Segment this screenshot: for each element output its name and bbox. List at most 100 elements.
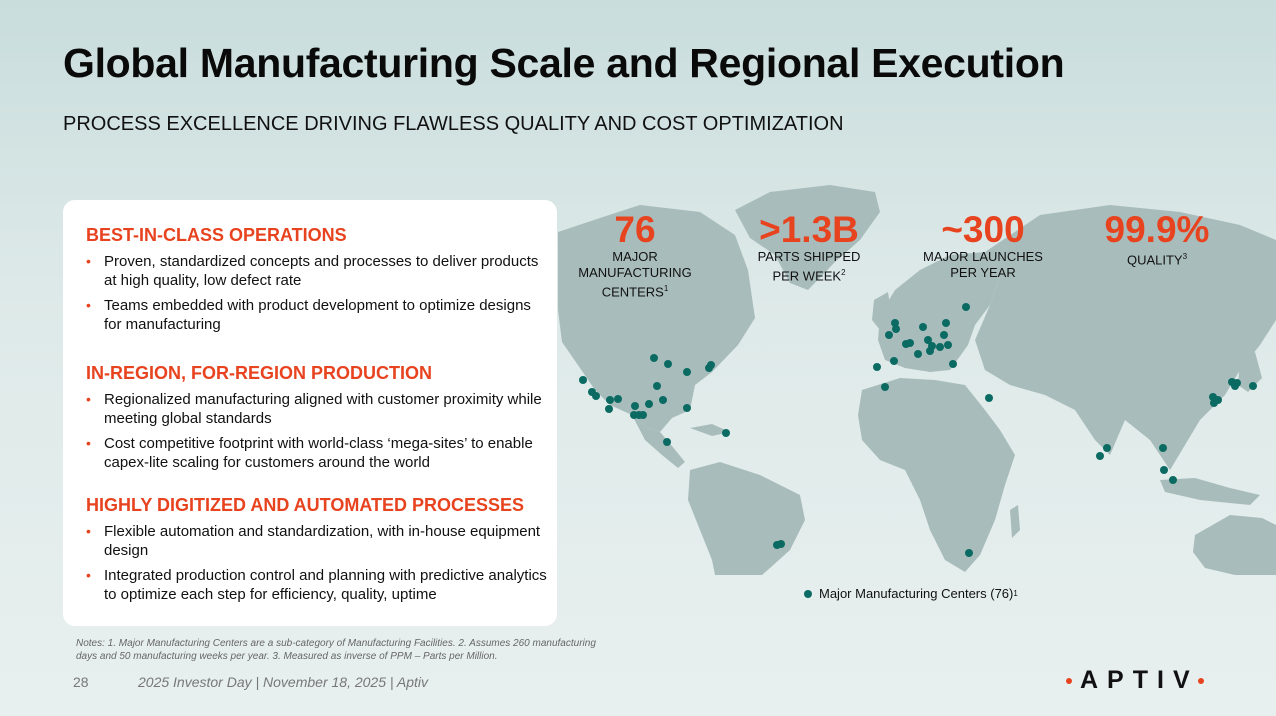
- bullet-item: Proven, standardized concepts and proces…: [86, 252, 548, 290]
- map-marker: [606, 396, 614, 404]
- bullet-item: Cost competitive footprint with world-cl…: [86, 434, 548, 472]
- map-marker: [1103, 444, 1111, 452]
- stat-manufacturing-centers: 76 MAJOR MANUFACTURING CENTERS1: [564, 211, 706, 300]
- logo-dot-icon: [1197, 677, 1204, 684]
- map-marker: [639, 411, 647, 419]
- map-marker: [962, 303, 970, 311]
- map-south-america: [688, 462, 805, 575]
- stat-value: 99.9%: [1104, 209, 1210, 250]
- footnote-marker: 2: [841, 268, 846, 277]
- map-marker: [592, 392, 600, 400]
- map-marker: [985, 394, 993, 402]
- stat-label: PARTS SHIPPED PER WEEK2: [757, 249, 861, 284]
- map-north-america: [558, 205, 755, 432]
- section-heading: IN-REGION, FOR-REGION PRODUCTION: [86, 363, 432, 383]
- map-marker: [605, 405, 613, 413]
- stat-value: >1.3B: [759, 209, 859, 250]
- bullet-item: Regionalized manufacturing aligned with …: [86, 390, 548, 428]
- map-marker: [659, 396, 667, 404]
- map-marker: [663, 438, 671, 446]
- bullet-item: Flexible automation and standardization,…: [86, 522, 548, 560]
- map-marker: [707, 361, 715, 369]
- map-japan: [1238, 352, 1262, 392]
- aptiv-logo: APTIV: [1066, 666, 1204, 695]
- map-australia: [1193, 515, 1276, 575]
- bullet-item: Integrated production control and planni…: [86, 566, 548, 604]
- stat-label: MAJOR MANUFACTURING CENTERS1: [578, 249, 692, 300]
- stat-major-launches: ~300 MAJOR LAUNCHES PER YEAR: [903, 211, 1063, 281]
- map-marker: [1096, 452, 1104, 460]
- map-marker: [914, 350, 922, 358]
- map-marker: [885, 331, 893, 339]
- map-central-america: [632, 415, 685, 468]
- footnote-marker: 1: [663, 284, 669, 293]
- map-marker: [924, 336, 932, 344]
- world-map: [558, 185, 1276, 575]
- page-number: 28: [73, 674, 89, 690]
- map-marker: [919, 323, 927, 331]
- map-marker: [579, 376, 587, 384]
- map-marker: [873, 363, 881, 371]
- map-marker: [683, 404, 691, 412]
- bullet-list: Proven, standardized concepts and proces…: [86, 252, 548, 334]
- section-heading: HIGHLY DIGITIZED AND AUTOMATED PROCESSES: [86, 495, 525, 515]
- map-marker: [683, 368, 691, 376]
- bullet-item: Teams embedded with product development …: [86, 296, 548, 334]
- map-caribbean: [690, 424, 730, 436]
- stat-value: ~300: [941, 209, 1025, 250]
- map-marker: [1249, 382, 1257, 390]
- map-marker: [965, 549, 973, 557]
- map-indonesia: [1160, 478, 1260, 505]
- map-africa: [858, 378, 1015, 572]
- stat-label: MAJOR LAUNCHES PER YEAR: [923, 249, 1043, 280]
- map-legend: Major Manufacturing Centers (76) 1: [804, 586, 1018, 601]
- section-heading: BEST-IN-CLASS OPERATIONS: [86, 225, 347, 245]
- stat-value: 76: [614, 209, 656, 250]
- map-uk: [872, 292, 892, 330]
- bullet-list: Regionalized manufacturing aligned with …: [86, 390, 548, 472]
- map-madagascar: [1010, 505, 1020, 538]
- map-marker: [926, 347, 934, 355]
- section-digitized: HIGHLY DIGITIZED AND AUTOMATED PROCESSES…: [86, 495, 548, 610]
- logo-dot-icon: [1066, 677, 1072, 684]
- footnote-marker: 3: [1182, 252, 1188, 261]
- bullet-list: Flexible automation and standardization,…: [86, 522, 548, 604]
- map-marker: [1210, 399, 1218, 407]
- legend-marker-icon: [804, 589, 812, 598]
- stat-quality: 99.9% QUALITY3: [1086, 211, 1228, 268]
- map-marker: [777, 540, 785, 548]
- page-subtitle: PROCESS EXCELLENCE DRIVING FLAWLESS QUAL…: [63, 113, 844, 135]
- map-marker: [892, 325, 900, 333]
- map-marker: [650, 354, 658, 362]
- map-marker: [936, 343, 944, 351]
- map-marker: [1169, 476, 1177, 484]
- map-marker: [891, 319, 899, 327]
- section-best-in-class: BEST-IN-CLASS OPERATIONS Proven, standar…: [86, 225, 548, 340]
- map-marker: [664, 360, 672, 368]
- stat-label: QUALITY3: [1126, 252, 1188, 268]
- map-marker: [944, 341, 952, 349]
- stat-parts-shipped: >1.3B PARTS SHIPPED PER WEEK2: [738, 211, 880, 284]
- map-marker: [1231, 382, 1239, 390]
- map-marker: [614, 395, 622, 403]
- footnote-marker: 1: [1013, 589, 1018, 598]
- footnotes: Notes: 1. Major Manufacturing Centers ar…: [76, 638, 596, 662]
- map-marker: [940, 331, 948, 339]
- map-marker: [890, 357, 898, 365]
- map-marker: [881, 383, 889, 391]
- map-asia: [975, 205, 1276, 470]
- section-in-region: IN-REGION, FOR-REGION PRODUCTION Regiona…: [86, 363, 548, 478]
- map-marker: [949, 360, 957, 368]
- map-greenland: [735, 185, 880, 290]
- footer-text: 2025 Investor Day | November 18, 2025 | …: [138, 674, 429, 690]
- map-marker: [645, 400, 653, 408]
- map-land: [558, 185, 1276, 575]
- map-marker: [631, 402, 639, 410]
- page-title: Global Manufacturing Scale and Regional …: [63, 40, 1065, 86]
- map-marker: [906, 339, 914, 347]
- map-marker: [1160, 466, 1168, 474]
- map-marker: [1159, 444, 1167, 452]
- map-marker: [653, 382, 661, 390]
- logo-text: APTIV: [1080, 666, 1199, 694]
- map-marker: [722, 429, 730, 437]
